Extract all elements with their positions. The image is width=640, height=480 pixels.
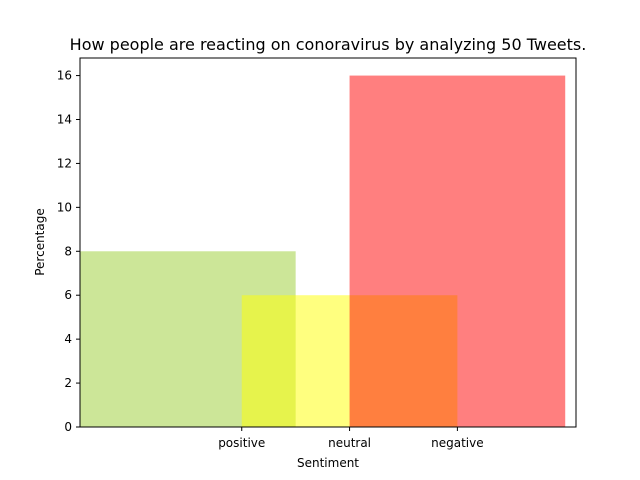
y-axis-label: Percentage [33,208,47,276]
x-tick-label: neutral [328,436,371,450]
y-tick-label: 14 [57,113,72,127]
bar-2 [349,75,566,428]
y-tick-label: 8 [64,244,72,258]
y-tick-label: 10 [57,200,72,214]
y-tick-label: 16 [57,69,72,83]
y-tick-label: 6 [64,288,72,302]
x-tick-label: positive [218,436,265,450]
x-axis-label: Sentiment [297,456,359,470]
plot-frame [79,57,577,428]
y-tick-label: 12 [57,156,72,170]
y-tick-label: 2 [64,376,72,390]
x-tick-label: negative [431,436,483,450]
x-axis-ticks: positive neutral negative [218,427,484,450]
y-tick-label: 4 [64,332,72,346]
bars-group [80,75,566,428]
y-axis-ticks: 0 2 4 6 8 10 12 14 16 [57,69,80,434]
y-tick-label: 0 [64,420,72,434]
chart-title: How people are reacting on conoravirus b… [70,35,587,54]
